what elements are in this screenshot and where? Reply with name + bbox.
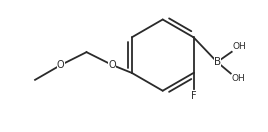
Text: F: F bbox=[191, 91, 196, 101]
Text: O: O bbox=[57, 60, 65, 70]
Text: O: O bbox=[109, 60, 116, 70]
Text: OH: OH bbox=[233, 42, 247, 51]
Text: OH: OH bbox=[232, 74, 245, 83]
Text: B: B bbox=[214, 57, 221, 67]
